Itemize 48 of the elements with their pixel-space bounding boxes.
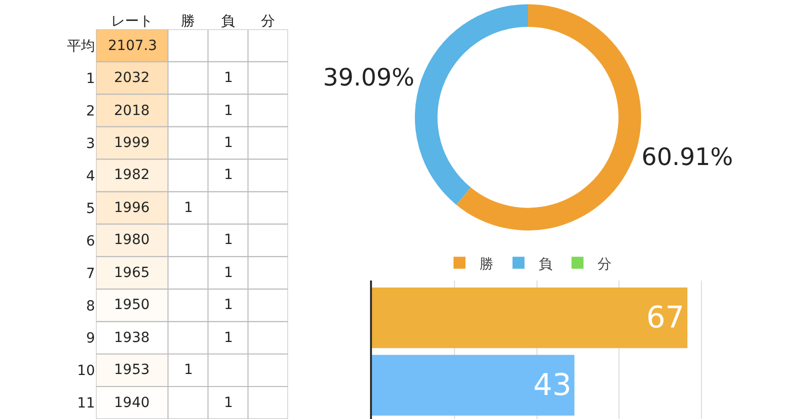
data-label: 1 [224, 395, 233, 411]
y-tick-label: 4 [86, 168, 96, 184]
data-label: 2018 [114, 103, 150, 119]
legend-label: 分 [598, 256, 612, 272]
data-label: 1 [224, 232, 233, 248]
legend-label: 勝 [480, 256, 494, 272]
data-label: 1950 [114, 297, 150, 313]
data-label: 1 [184, 200, 193, 216]
y-tick-label: 5 [86, 200, 95, 217]
data-label: 1 [184, 362, 193, 378]
data-label: 67 [646, 300, 684, 336]
donut-slice [456, 4, 642, 230]
data-label: 1 [224, 330, 233, 346]
data-label: 39.09% [322, 64, 414, 92]
data-label: 1 [224, 135, 233, 151]
x-tick-label: 分 [261, 14, 275, 30]
data-label: 2032 [114, 70, 150, 86]
data-label: 1982 [114, 167, 150, 183]
y-tick-label: 8 [86, 298, 95, 314]
y-tick-label: 6 [86, 233, 96, 250]
y-tick-label: 11 [77, 396, 95, 412]
data-label: 1 [224, 70, 233, 86]
y-tick-label: 3 [86, 136, 95, 152]
y-tick-label: 9 [86, 330, 95, 347]
y-tick-label: 2 [86, 103, 95, 120]
legend-label: 負 [538, 256, 552, 272]
data-label: 1 [224, 103, 233, 119]
x-tick-label: レート [111, 14, 153, 30]
data-label: 1953 [114, 362, 150, 378]
x-tick-label: 勝 [181, 14, 195, 30]
donut-slice [414, 4, 528, 205]
data-label: 60.91% [642, 142, 734, 171]
data-label: 2107.3 [108, 38, 157, 54]
y-tick-label: 10 [77, 363, 95, 380]
data-label: 1999 [114, 135, 150, 151]
y-tick-label: 1 [86, 70, 95, 87]
data-label: 1996 [114, 200, 150, 216]
data-label: 1940 [114, 395, 150, 411]
data-label: 1965 [114, 265, 150, 281]
data-label: 1 [224, 297, 233, 313]
y-tick-label: 7 [86, 266, 95, 282]
x-tick-label: 負 [221, 14, 235, 30]
data-label: 43 [533, 368, 572, 403]
data-label: 1938 [114, 330, 150, 346]
data-label: 1 [224, 265, 233, 281]
y-tick-label: 平均 [67, 38, 95, 54]
data-label: 1980 [114, 232, 150, 248]
data-label: 1 [224, 167, 233, 183]
